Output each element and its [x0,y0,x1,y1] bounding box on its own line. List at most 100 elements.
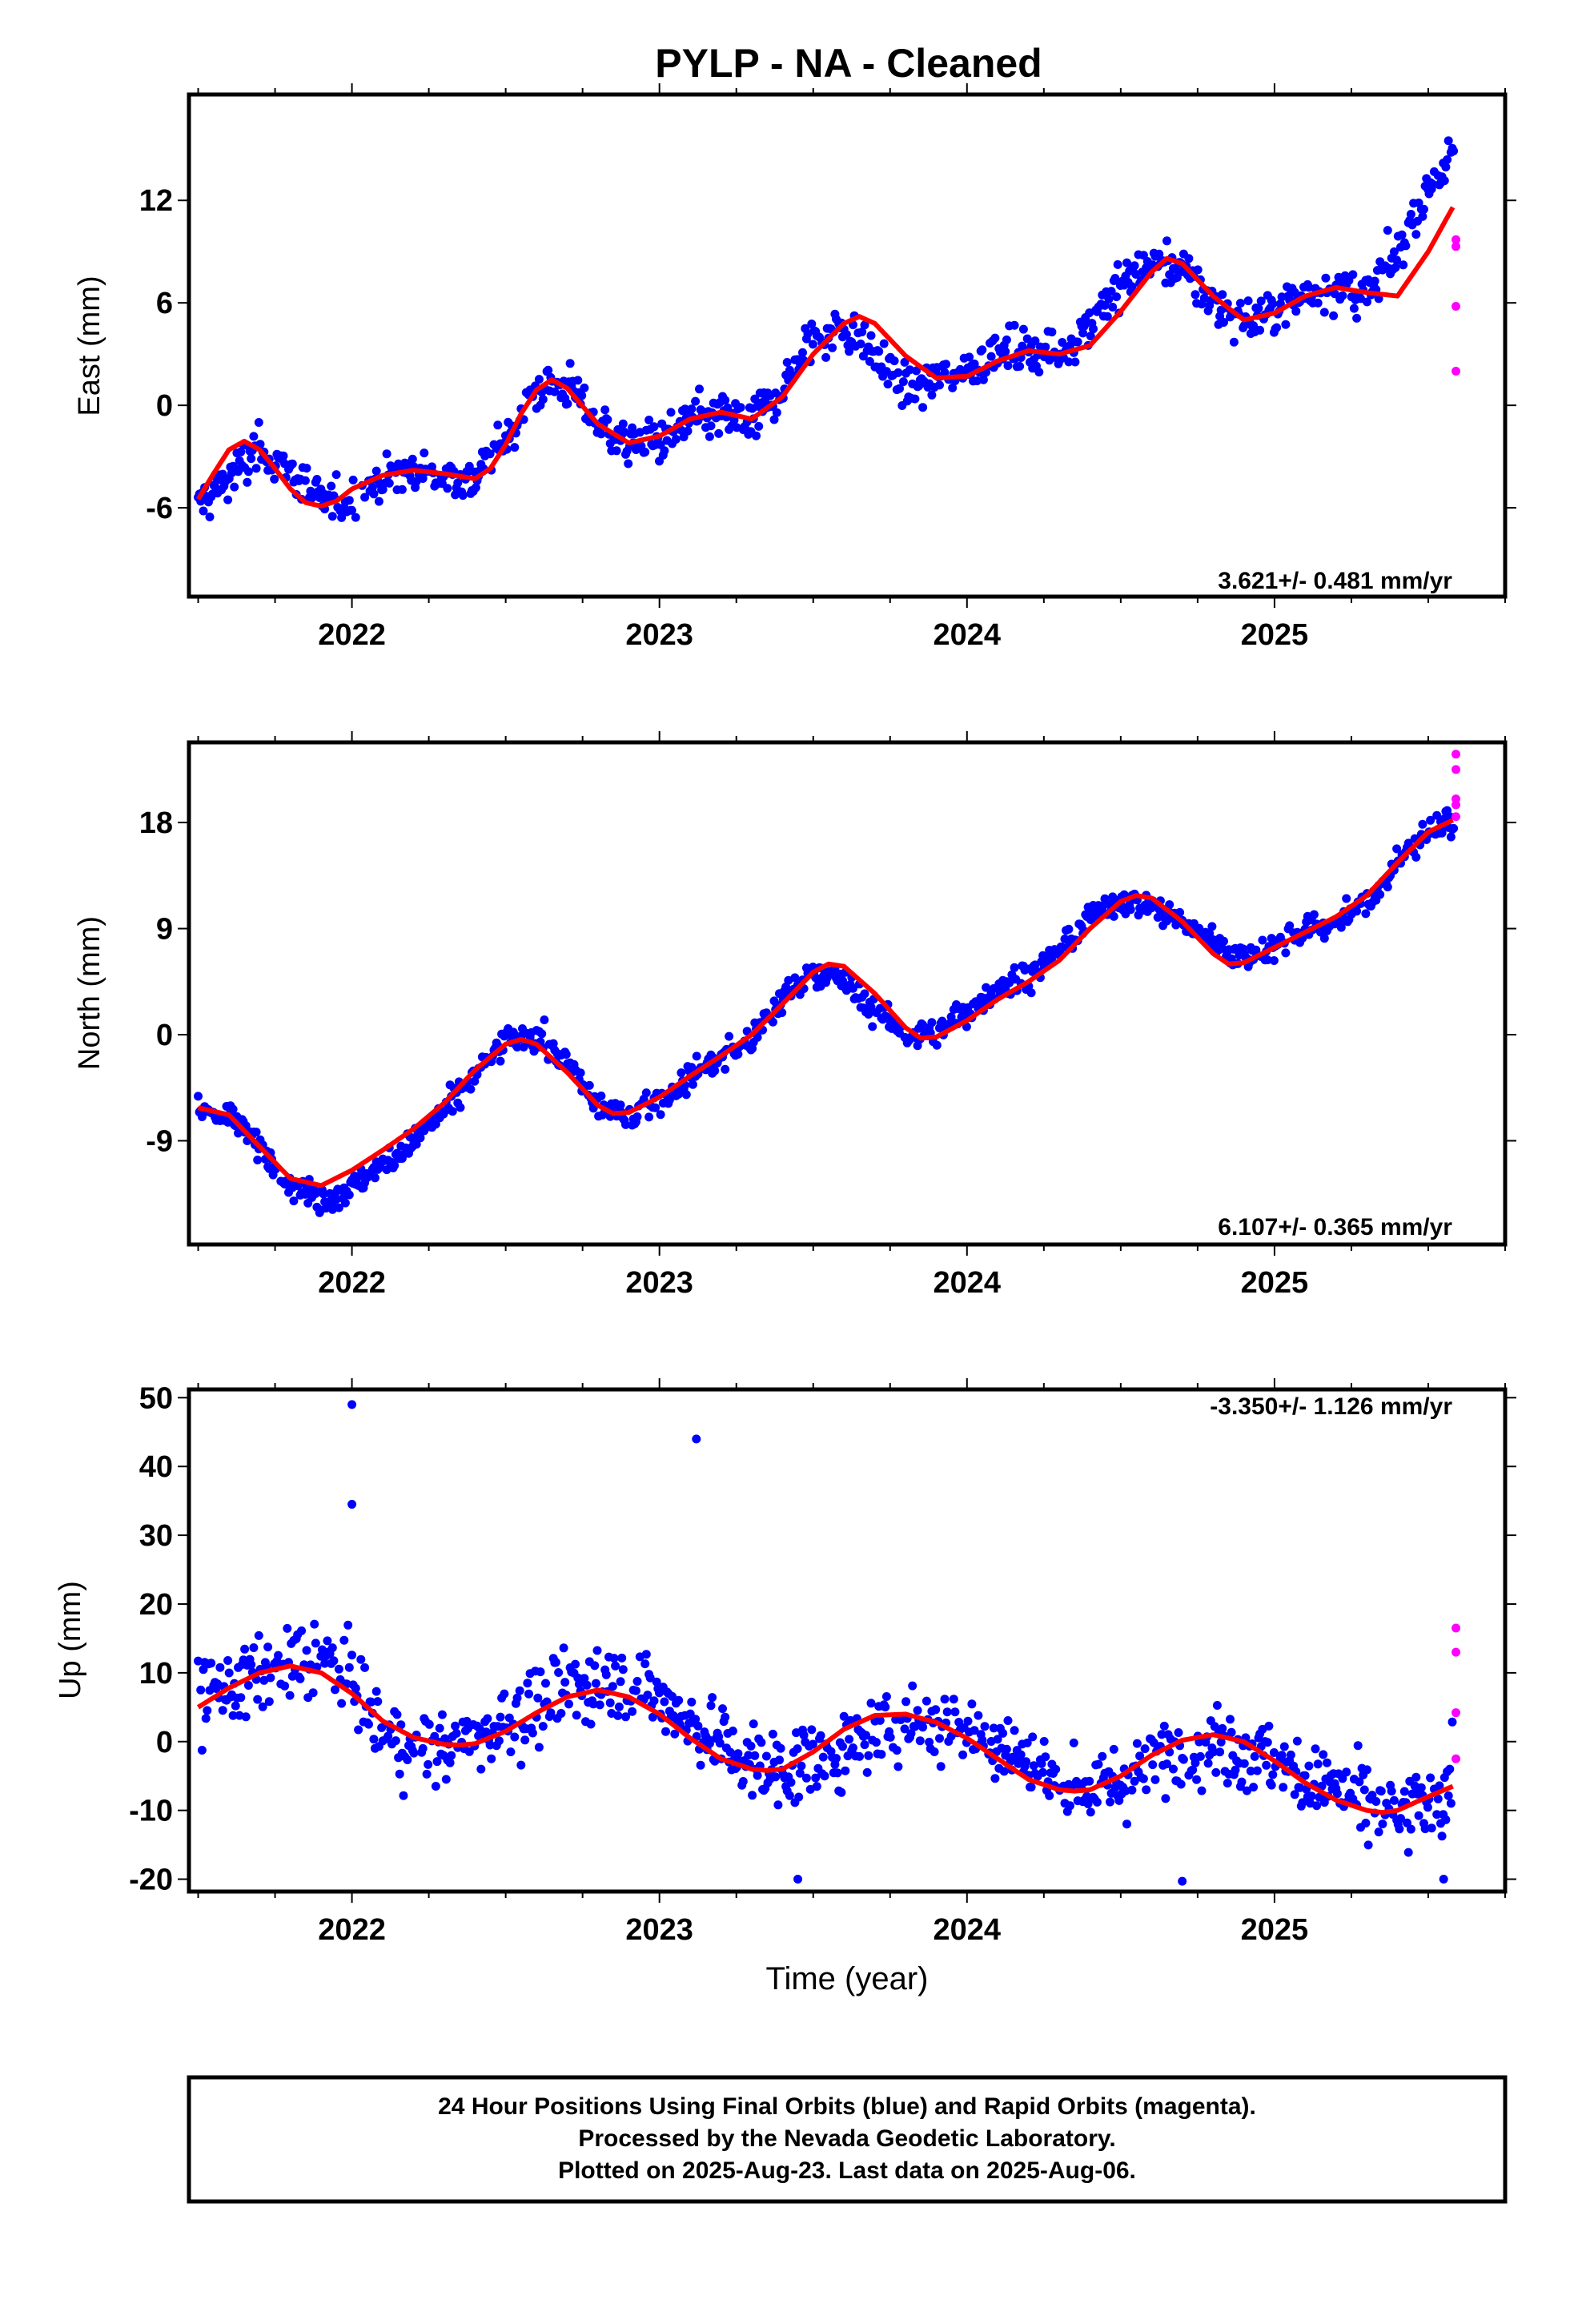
final-orbit-point [1070,357,1080,367]
final-orbit-point [621,1712,630,1722]
final-orbit-point [464,461,474,471]
final-orbit-point [935,1734,944,1743]
final-orbit-point [1243,296,1253,306]
final-orbit-outlier-point [347,1499,357,1509]
final-orbit-point [1389,1795,1399,1805]
up-xtick-label: 2024 [934,1913,1002,1947]
final-orbit-point [761,1751,771,1761]
final-orbit-point [649,1696,659,1706]
final-orbit-point [378,485,387,494]
final-orbit-point [777,1008,787,1017]
final-orbit-point [1439,176,1449,186]
final-orbit-point [738,1777,748,1786]
final-orbit-point [441,1775,451,1784]
final-orbit-point [718,1704,727,1714]
final-orbit-point [391,1736,400,1746]
final-orbit-point [462,1716,472,1726]
final-orbit-point [1203,1759,1213,1768]
final-orbit-point [860,989,869,999]
final-orbit-point [392,1710,402,1719]
final-orbit-point [1262,1760,1271,1770]
final-orbit-point [768,1729,777,1739]
final-orbit-point [464,1747,474,1756]
final-orbit-point [632,1112,642,1121]
final-orbit-point [1150,1775,1160,1784]
final-orbit-point [1058,338,1067,347]
final-orbit-point [369,1735,379,1744]
final-orbit-point [753,1032,762,1042]
east-ytick-label: 12 [139,184,173,218]
rapid-orbit-point [1452,242,1461,251]
final-orbit-point [1038,1767,1048,1777]
final-orbit-point [821,352,831,362]
final-orbit-point [223,1656,233,1665]
final-orbit-point [251,464,261,473]
final-orbit-point [371,1173,379,1183]
final-orbit-point [807,1725,817,1735]
final-orbit-point [348,475,358,485]
final-orbit-point [1254,304,1263,313]
final-orbit-point [723,403,733,412]
final-orbit-point [1277,1751,1287,1760]
final-orbit-point [616,1677,625,1687]
final-orbit-point [327,1643,337,1653]
final-orbit-point [1281,320,1291,329]
final-orbit-point [656,1110,665,1120]
final-orbit-point [403,1755,412,1764]
final-orbit-point [990,1774,1000,1783]
final-orbit-point [776,1743,785,1753]
final-orbit-point [879,339,889,348]
final-orbit-point [1064,357,1074,367]
final-orbit-point [520,1735,530,1745]
final-orbit-point [1418,819,1427,829]
east-xtick-label: 2024 [934,618,1002,652]
final-orbit-point [364,1719,373,1729]
final-orbit-point [1010,1726,1019,1735]
final-orbit-point [483,1714,492,1723]
final-orbit-point [818,1752,828,1762]
final-orbit-point [596,429,606,439]
final-orbit-outlier-point [1178,1876,1187,1886]
final-orbit-point [978,345,987,355]
final-orbit-point [360,1663,370,1672]
final-orbit-point [1047,328,1057,337]
up-ytick-label: 40 [139,1450,173,1484]
final-orbit-point [344,1190,354,1200]
final-orbit-point [677,1068,686,1078]
final-orbit-point [1342,894,1351,903]
final-orbit-point [1114,1795,1124,1805]
final-orbit-point [249,432,259,441]
final-orbit-point [1098,901,1108,910]
final-orbit-point [901,1697,911,1707]
final-orbit-point [816,1731,825,1740]
final-orbit-point [1092,1797,1102,1807]
final-orbit-point [453,478,463,488]
final-orbit-outlier-point [793,1875,803,1884]
final-orbit-point [447,1751,456,1760]
east-rate-label: 3.621+/- 0.481 mm/yr [1218,568,1452,594]
final-orbit-point [613,1711,623,1720]
final-orbit-point [1098,1751,1107,1761]
final-orbit-point [1269,956,1279,965]
final-orbit-point [855,1751,864,1761]
final-orbit-point [744,1751,753,1760]
final-orbit-point [243,1681,253,1690]
up-rate-label: -3.350+/- 1.126 mm/yr [1210,1393,1452,1420]
final-orbit-point [1193,265,1203,275]
final-orbit-point [541,1679,550,1688]
final-orbit-point [580,383,589,392]
final-orbit-point [989,1723,998,1733]
final-orbit-point [1375,890,1385,899]
final-orbit-point [1449,147,1459,155]
final-orbit-point [302,464,311,473]
final-orbit-point [910,394,920,404]
final-orbit-point [1406,210,1415,219]
final-orbit-point [1022,1738,1032,1747]
rapid-orbit-point [1452,235,1461,244]
final-orbit-point [1418,211,1427,221]
final-orbit-point [534,1743,544,1752]
final-orbit-point [1286,1750,1295,1759]
north-xtick-label: 2022 [318,1266,386,1300]
final-orbit-point [546,1708,556,1718]
final-orbit-point [1218,290,1227,300]
